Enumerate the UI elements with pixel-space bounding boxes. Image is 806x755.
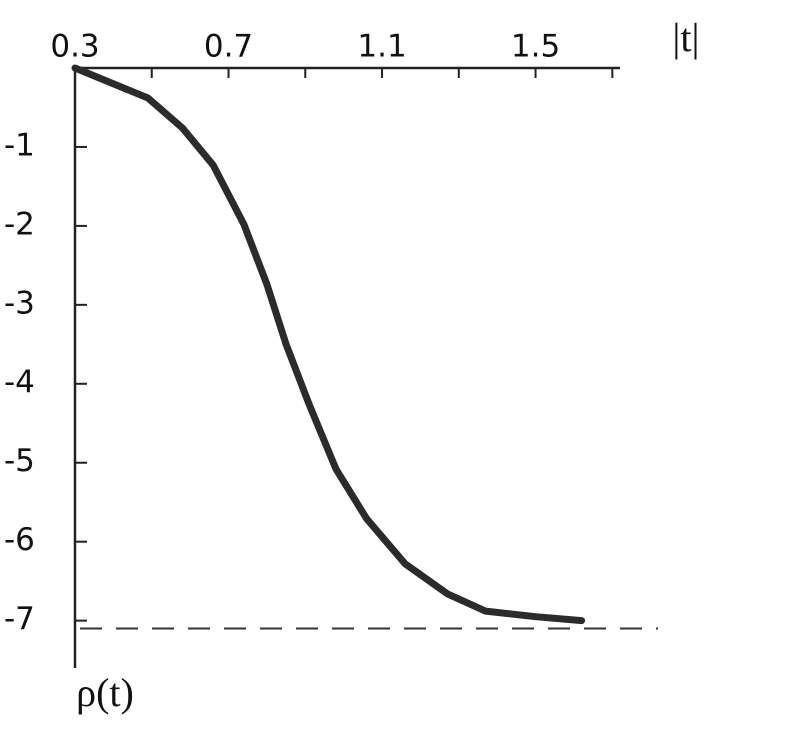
y-tick-label: -4 xyxy=(4,364,35,400)
y-axis-label: ρ(t) xyxy=(76,670,134,715)
y-tick-label: -6 xyxy=(4,522,35,558)
y-tick-label: -5 xyxy=(4,443,35,479)
x-tick-label: 0.3 xyxy=(50,29,99,65)
y-tick-label: -7 xyxy=(4,601,35,637)
y-tick-label: -1 xyxy=(4,127,35,163)
x-tick-label: 1.1 xyxy=(357,29,406,65)
x-axis-label: |t| xyxy=(672,15,699,60)
y-tick-label: -3 xyxy=(4,285,35,321)
data-line xyxy=(71,64,586,625)
y-tick-label: -2 xyxy=(4,206,35,242)
x-tick-label: 0.7 xyxy=(204,29,253,65)
x-tick-label: 1.5 xyxy=(511,29,560,65)
